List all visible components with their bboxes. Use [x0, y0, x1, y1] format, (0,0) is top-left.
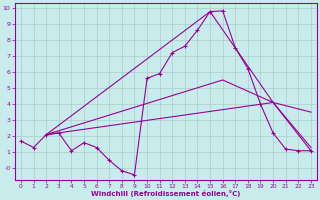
X-axis label: Windchill (Refroidissement éolien,°C): Windchill (Refroidissement éolien,°C): [91, 190, 241, 197]
